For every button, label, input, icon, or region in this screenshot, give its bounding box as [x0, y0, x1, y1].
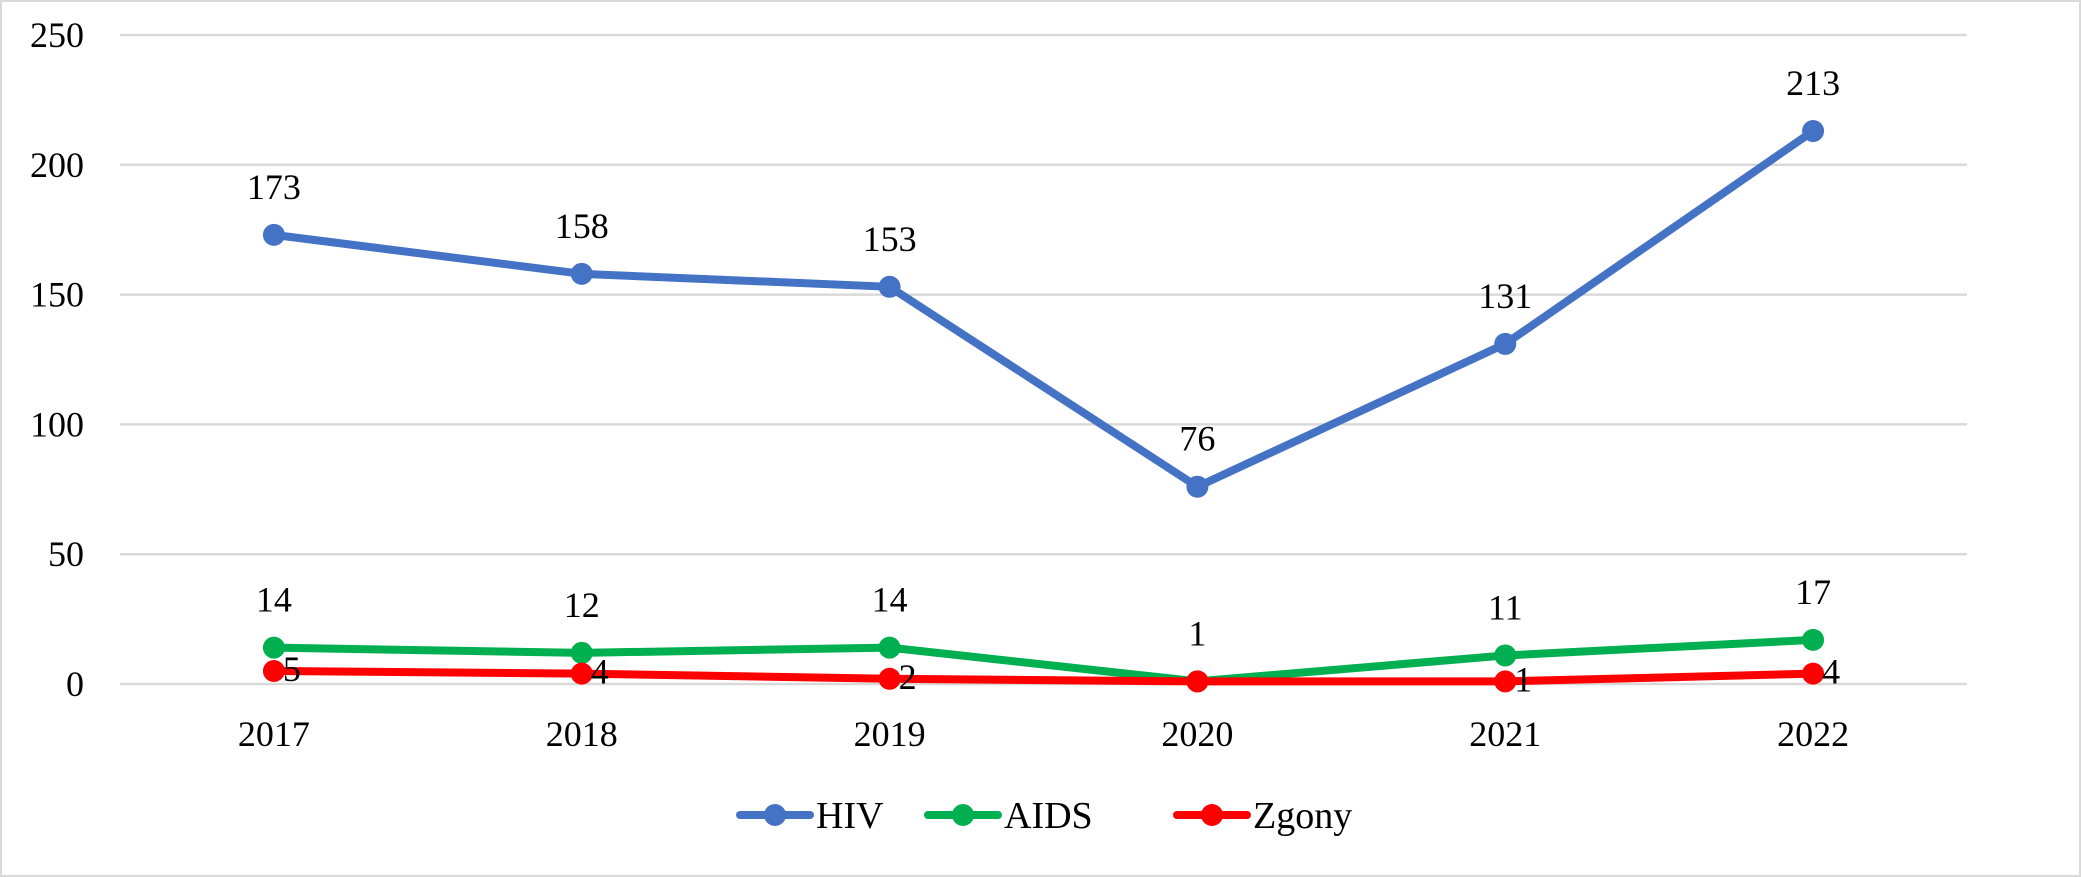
data-label-zgony: 4	[1822, 652, 1840, 692]
x-tick-label: 2018	[546, 714, 618, 754]
data-label-aids: 11	[1488, 587, 1523, 627]
data-point-zgony	[570, 662, 593, 685]
y-axis-ticks: 0 50 100 150 200 250	[30, 15, 84, 704]
data-point-zgony	[878, 667, 901, 690]
data-point-aids	[1802, 628, 1825, 651]
data-label-zgony: 2	[899, 657, 917, 697]
x-tick-label: 2021	[1469, 714, 1541, 754]
data-point-hiv	[1186, 475, 1209, 498]
legend-label-aids: AIDS	[1004, 795, 1093, 837]
data-label-zgony: 4	[591, 652, 609, 692]
data-label-zgony: 5	[283, 649, 301, 689]
data-point-zgony	[1494, 670, 1517, 693]
data-point-hiv	[1802, 120, 1825, 143]
data-point-hiv	[570, 262, 593, 285]
gridlines	[120, 33, 1967, 686]
data-point-aids	[262, 636, 285, 659]
y-tick-label: 0	[66, 664, 84, 704]
series-line-hiv	[269, 127, 1818, 491]
y-tick-label: 250	[30, 15, 84, 55]
data-point-hiv	[262, 223, 285, 246]
data-label-hiv: 213	[1786, 63, 1840, 103]
data-label-hiv: 76	[1179, 419, 1215, 459]
series-line-zgony	[269, 667, 1818, 686]
legend-marker-aids	[952, 804, 974, 826]
x-axis-ticks: 2017 2018 2019 2020 2021 2022	[238, 714, 1849, 754]
data-point-zgony	[1802, 662, 1825, 685]
data-label-hiv: 153	[863, 219, 917, 259]
y-tick-label: 150	[30, 275, 84, 315]
legend-marker-zgony	[1201, 804, 1223, 826]
x-tick-label: 2017	[238, 714, 310, 754]
y-tick-label: 100	[30, 404, 84, 444]
data-point-zgony	[1186, 670, 1209, 693]
y-tick-label: 50	[48, 534, 84, 574]
data-label-aids: 14	[256, 580, 292, 620]
data-point-aids	[878, 636, 901, 659]
legend-label-hiv: HIV	[816, 795, 884, 837]
x-tick-label: 2022	[1777, 714, 1849, 754]
data-label-hiv: 131	[1478, 276, 1532, 316]
legend: HIV AIDS Zgony	[736, 795, 1352, 837]
x-tick-label: 2020	[1161, 714, 1233, 754]
legend-marker-hiv	[764, 804, 786, 826]
data-label-hiv: 158	[555, 206, 609, 246]
series-group	[262, 120, 1825, 693]
data-label-zgony: 1	[1514, 659, 1532, 699]
data-label-aids: 12	[564, 585, 600, 625]
data-label-hiv: 173	[247, 167, 301, 207]
data-point-hiv	[1494, 332, 1517, 355]
series-line-aids	[269, 635, 1818, 686]
data-point-aids	[570, 641, 593, 664]
data-point-zgony	[262, 660, 285, 683]
legend-label-zgony: Zgony	[1253, 795, 1352, 837]
data-point-hiv	[878, 275, 901, 298]
x-tick-label: 2019	[854, 714, 926, 754]
data-label-aids: 1	[1188, 613, 1206, 653]
data-point-aids	[1494, 644, 1517, 667]
data-label-aids: 17	[1795, 572, 1831, 612]
y-tick-label: 200	[30, 145, 84, 185]
data-label-aids: 14	[872, 580, 908, 620]
